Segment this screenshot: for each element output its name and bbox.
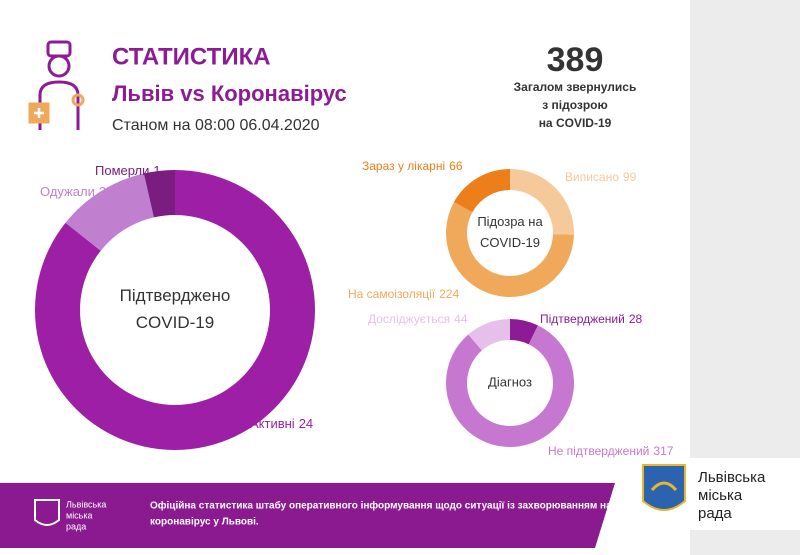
logo-text: міська	[66, 510, 93, 520]
slice-value: 99	[623, 170, 637, 184]
slice-name: Померли	[95, 163, 149, 178]
slice-name: Досліджується	[368, 312, 450, 326]
center-label: Діагноз	[488, 374, 532, 389]
slice-name: Одужали	[40, 184, 95, 199]
slice-name: Виписано	[565, 170, 619, 184]
donut-slice	[143, 170, 175, 218]
date: Станом на 08:00 06.04.2020	[112, 117, 320, 134]
slice-label: Підтверджений 28	[540, 312, 643, 326]
logo-text: рада	[698, 505, 732, 522]
total-caption: Загалом звернулись	[514, 80, 637, 94]
total-caption: на COVID-19	[539, 116, 612, 130]
slice-value: 3	[99, 184, 106, 199]
footer-text: коронавірус у Львові.	[150, 517, 259, 528]
donut-slice	[65, 173, 154, 251]
slice-value: 1	[153, 163, 160, 178]
slice-value: 24	[299, 416, 313, 431]
slice-name: На самоізоляції	[348, 287, 436, 301]
subtitle: Львів vs Коронавірус	[112, 81, 347, 106]
slice-label: Не підтверджений 317	[548, 444, 674, 458]
slice-value: 66	[449, 159, 463, 173]
footer-text: Офіційна статистика штабу оперативного і…	[150, 500, 612, 512]
donut-slice	[446, 325, 574, 448]
slice-name: Не підтверджений	[548, 444, 649, 458]
logo-text: Львівська	[66, 499, 106, 509]
slice-label: Виписано 99	[565, 170, 637, 184]
total: 389	[547, 41, 604, 79]
charts: Активні 24 Одужали 3 Померли 1 Підтверджено COV…	[34, 159, 674, 458]
slice-value: 28	[629, 312, 643, 326]
slice-value: 224	[439, 287, 459, 301]
donut-slice	[510, 169, 574, 235]
donut-slice	[446, 202, 574, 297]
slice-label: На самоізоляції 224	[348, 287, 459, 301]
slice-label: Активні 24	[250, 416, 313, 431]
slice-label: Досліджується 44	[368, 312, 468, 326]
donut-slice	[468, 319, 510, 351]
large-logo: Львівська міська рада	[642, 464, 766, 522]
footer-band	[0, 483, 615, 548]
center-label: Підозра на	[477, 214, 543, 229]
logo-text: рада	[66, 521, 86, 531]
donut-slice	[453, 169, 510, 213]
donut-slice	[510, 319, 538, 345]
total-caption: з підозрою	[542, 98, 608, 112]
center-label: COVID-19	[480, 235, 540, 250]
donut-slice	[34, 170, 316, 451]
small-logo: Львівська міська рада	[34, 499, 106, 531]
center-label: COVID-19	[136, 313, 214, 332]
slice-label: Зараз у лікарні 66	[362, 159, 463, 173]
slice-value: 44	[454, 312, 468, 326]
doctor-icon	[28, 40, 85, 130]
logo-text: Львівська	[698, 469, 766, 486]
title: СТАТИСТИКА	[112, 43, 271, 70]
logo-text: міська	[698, 487, 743, 504]
slice-name: Підтверджений	[540, 312, 625, 326]
slice-label: Померли 1	[95, 163, 161, 178]
slice-label: Одужали 3	[40, 184, 106, 199]
slice-name: Зараз у лікарні	[362, 159, 445, 173]
center-label: Підтверджено	[120, 286, 231, 305]
slice-name: Активні	[250, 416, 295, 431]
slice-value: 317	[653, 444, 673, 458]
